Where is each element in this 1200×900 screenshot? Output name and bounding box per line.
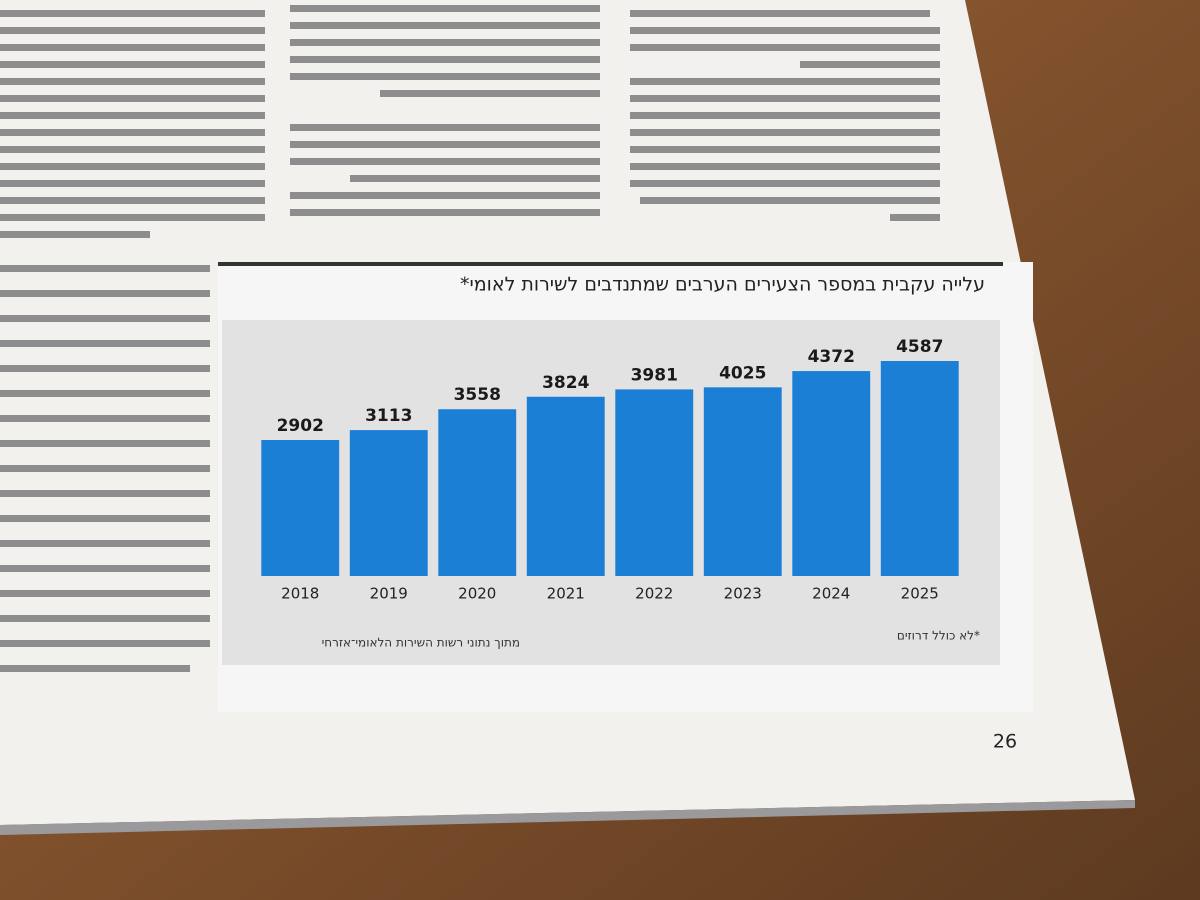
bar xyxy=(261,439,340,576)
article-text xyxy=(0,5,940,672)
x-tick-label: 2022 xyxy=(635,585,673,603)
x-tick-label: 2020 xyxy=(458,585,496,603)
value-label: 4025 xyxy=(719,363,766,383)
value-label: 4372 xyxy=(808,347,855,367)
chart-source: מתוך נתוני רשות השירות הלאומי־אזרחי xyxy=(322,636,520,650)
value-label: 3824 xyxy=(542,373,589,393)
bar xyxy=(880,361,959,576)
value-label: 2902 xyxy=(277,416,324,436)
chart-note: *לא כולל דרוזים xyxy=(897,629,980,643)
x-tick-label: 2018 xyxy=(281,585,319,603)
chart-rule xyxy=(218,262,1003,266)
x-tick-label: 2024 xyxy=(812,585,850,603)
x-tick-label: 2025 xyxy=(901,585,939,603)
bar xyxy=(792,371,871,576)
value-label: 3113 xyxy=(365,406,412,426)
value-label: 4587 xyxy=(896,337,943,357)
x-tick-label: 2021 xyxy=(547,585,585,603)
bar xyxy=(703,387,782,576)
value-label: 3558 xyxy=(454,385,501,405)
bar xyxy=(438,409,517,576)
bar xyxy=(615,389,694,576)
x-tick-label: 2019 xyxy=(370,585,408,603)
x-tick-label: 2023 xyxy=(724,585,762,603)
page-edge xyxy=(0,800,1135,835)
bar xyxy=(526,396,605,576)
page-number: 26 xyxy=(993,731,1017,753)
chart-title: עלייה עקבית במספר הצעירים הערבים שמתנדבי… xyxy=(460,274,985,296)
value-label: 3981 xyxy=(631,365,678,385)
bar xyxy=(349,430,428,576)
